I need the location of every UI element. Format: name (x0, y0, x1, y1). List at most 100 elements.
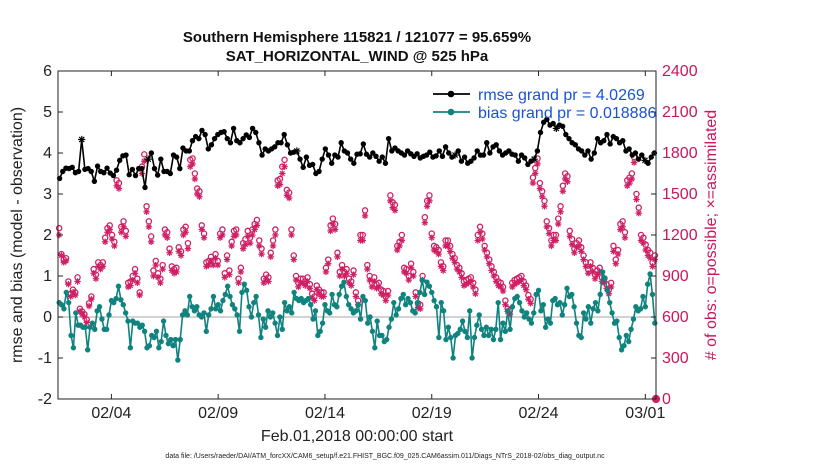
obs-assimilated-point (325, 260, 332, 267)
obs-assimilated-point-stroke (123, 233, 129, 240)
obs-assimilated-point-stroke (233, 232, 239, 238)
bias-point (445, 324, 452, 330)
obs-assimilated-point (157, 279, 164, 287)
obs-assimilated-point (380, 291, 387, 299)
obs-assimilated-point-stroke (88, 296, 95, 302)
rmse-point (173, 154, 180, 160)
obs-assimilated-point (292, 276, 300, 284)
obs-assimilated-point (368, 283, 376, 291)
bias-point (388, 316, 395, 322)
bias-point (516, 299, 523, 306)
rmse-point (506, 148, 512, 154)
obs-assimilated-point-stroke (199, 226, 205, 233)
obs-assimilated-point-stroke (583, 263, 589, 270)
obs-assimilated-point (253, 222, 261, 229)
obs-assimilated-point-stroke (578, 248, 584, 255)
obs-assimilated-point (398, 237, 406, 244)
obs-assimilated-point (469, 283, 477, 291)
obs-assimilated-point-stroke (157, 280, 164, 286)
bias-point (68, 332, 74, 339)
obs-assimilated-point-stroke (63, 258, 69, 264)
obs-assimilated-point (145, 223, 153, 230)
obs-assimilated-point-stroke (447, 248, 453, 255)
obs-assimilated-point (589, 268, 596, 276)
rmse-point (91, 178, 98, 184)
rmse-point (116, 157, 123, 164)
obs-assimilated-point (364, 265, 371, 273)
bias-point (580, 310, 587, 316)
obs-assimilated-point-stroke (645, 252, 651, 259)
obs-assimilated-point (191, 175, 199, 183)
bias-point (448, 334, 454, 341)
obs-assimilated-point-stroke (537, 185, 543, 192)
rmse-point (484, 140, 490, 146)
obs-assimilated-point (421, 219, 429, 226)
bias-point (106, 312, 112, 318)
bias-point (583, 316, 589, 322)
bias-point (500, 320, 506, 326)
obs-assimilated-point-stroke (532, 170, 538, 177)
bias-point (592, 299, 599, 306)
rmse-point-stroke (78, 136, 85, 143)
obs-assimilated-point-stroke (472, 291, 479, 297)
obs-assimilated-point-stroke (479, 236, 486, 242)
bias-point (158, 338, 164, 345)
rmse-point (480, 152, 487, 158)
bias-point (478, 326, 485, 332)
obs-assimilated-point-stroke (491, 273, 497, 279)
y-right-tick-label: 0 (662, 391, 671, 408)
obs-assimilated-point-stroke (608, 284, 614, 290)
obs-assimilated-point (352, 293, 360, 300)
bias-point (262, 324, 269, 330)
obs-assimilated-point-stroke (348, 282, 354, 289)
obs-assimilated-point (571, 249, 578, 256)
rmse-point (366, 154, 373, 160)
rmse-point (60, 168, 66, 175)
bias-point (535, 287, 542, 294)
obs-assimilated-point-stroke (638, 237, 644, 244)
obs-assimilated-point (580, 256, 587, 263)
obs-assimilated-point (302, 282, 309, 289)
obs-assimilated-point-stroke (176, 248, 182, 255)
bias-point (329, 291, 335, 298)
obs-assimilated-point-stroke (560, 188, 566, 194)
bias-point (450, 355, 456, 361)
rmse-point (645, 160, 651, 166)
bias-point (272, 320, 278, 326)
obs-assimilated-point-stroke (449, 255, 456, 261)
obs-assimilated-point (490, 272, 498, 280)
rmse-point (69, 164, 75, 171)
obs-assimilated-point-stroke (224, 256, 230, 263)
rmse-point (322, 146, 329, 152)
obs-assimilated-point-stroke (649, 263, 656, 270)
bias-point (156, 345, 162, 351)
obs-assimilated-point-stroke (86, 303, 92, 309)
rmse-point (158, 156, 164, 162)
rmse-point (446, 150, 452, 156)
bias-point (163, 332, 169, 339)
obs-assimilated-point-stroke (518, 277, 525, 283)
bias-point (464, 334, 471, 341)
obs-assimilated-point-stroke (332, 226, 338, 233)
bias-point (533, 291, 539, 298)
rmse-point (563, 131, 569, 138)
obs-assimilated-point (621, 234, 629, 241)
obs-assimilated-point (451, 259, 458, 266)
obs-assimilated-point-stroke (109, 236, 115, 242)
obs-assimilated-point (212, 255, 219, 262)
bias-point (151, 334, 157, 341)
obs-assimilated-point-stroke (569, 241, 575, 248)
obs-assimilated-point (246, 240, 254, 247)
obs-assimilated-point-stroke (307, 285, 313, 291)
obs-assimilated-point-stroke (212, 255, 219, 261)
obs-assimilated-point (552, 237, 560, 244)
bias-point (609, 310, 615, 316)
obs-assimilated-point-stroke (640, 240, 647, 246)
rmse-point (148, 150, 155, 156)
rmse-point (303, 154, 310, 160)
rmse-point (468, 158, 474, 164)
obs-assimilated-point-stroke (417, 306, 423, 312)
obs-assimilated-point (118, 229, 125, 236)
bias-point (402, 302, 409, 308)
bias-point (628, 326, 634, 332)
